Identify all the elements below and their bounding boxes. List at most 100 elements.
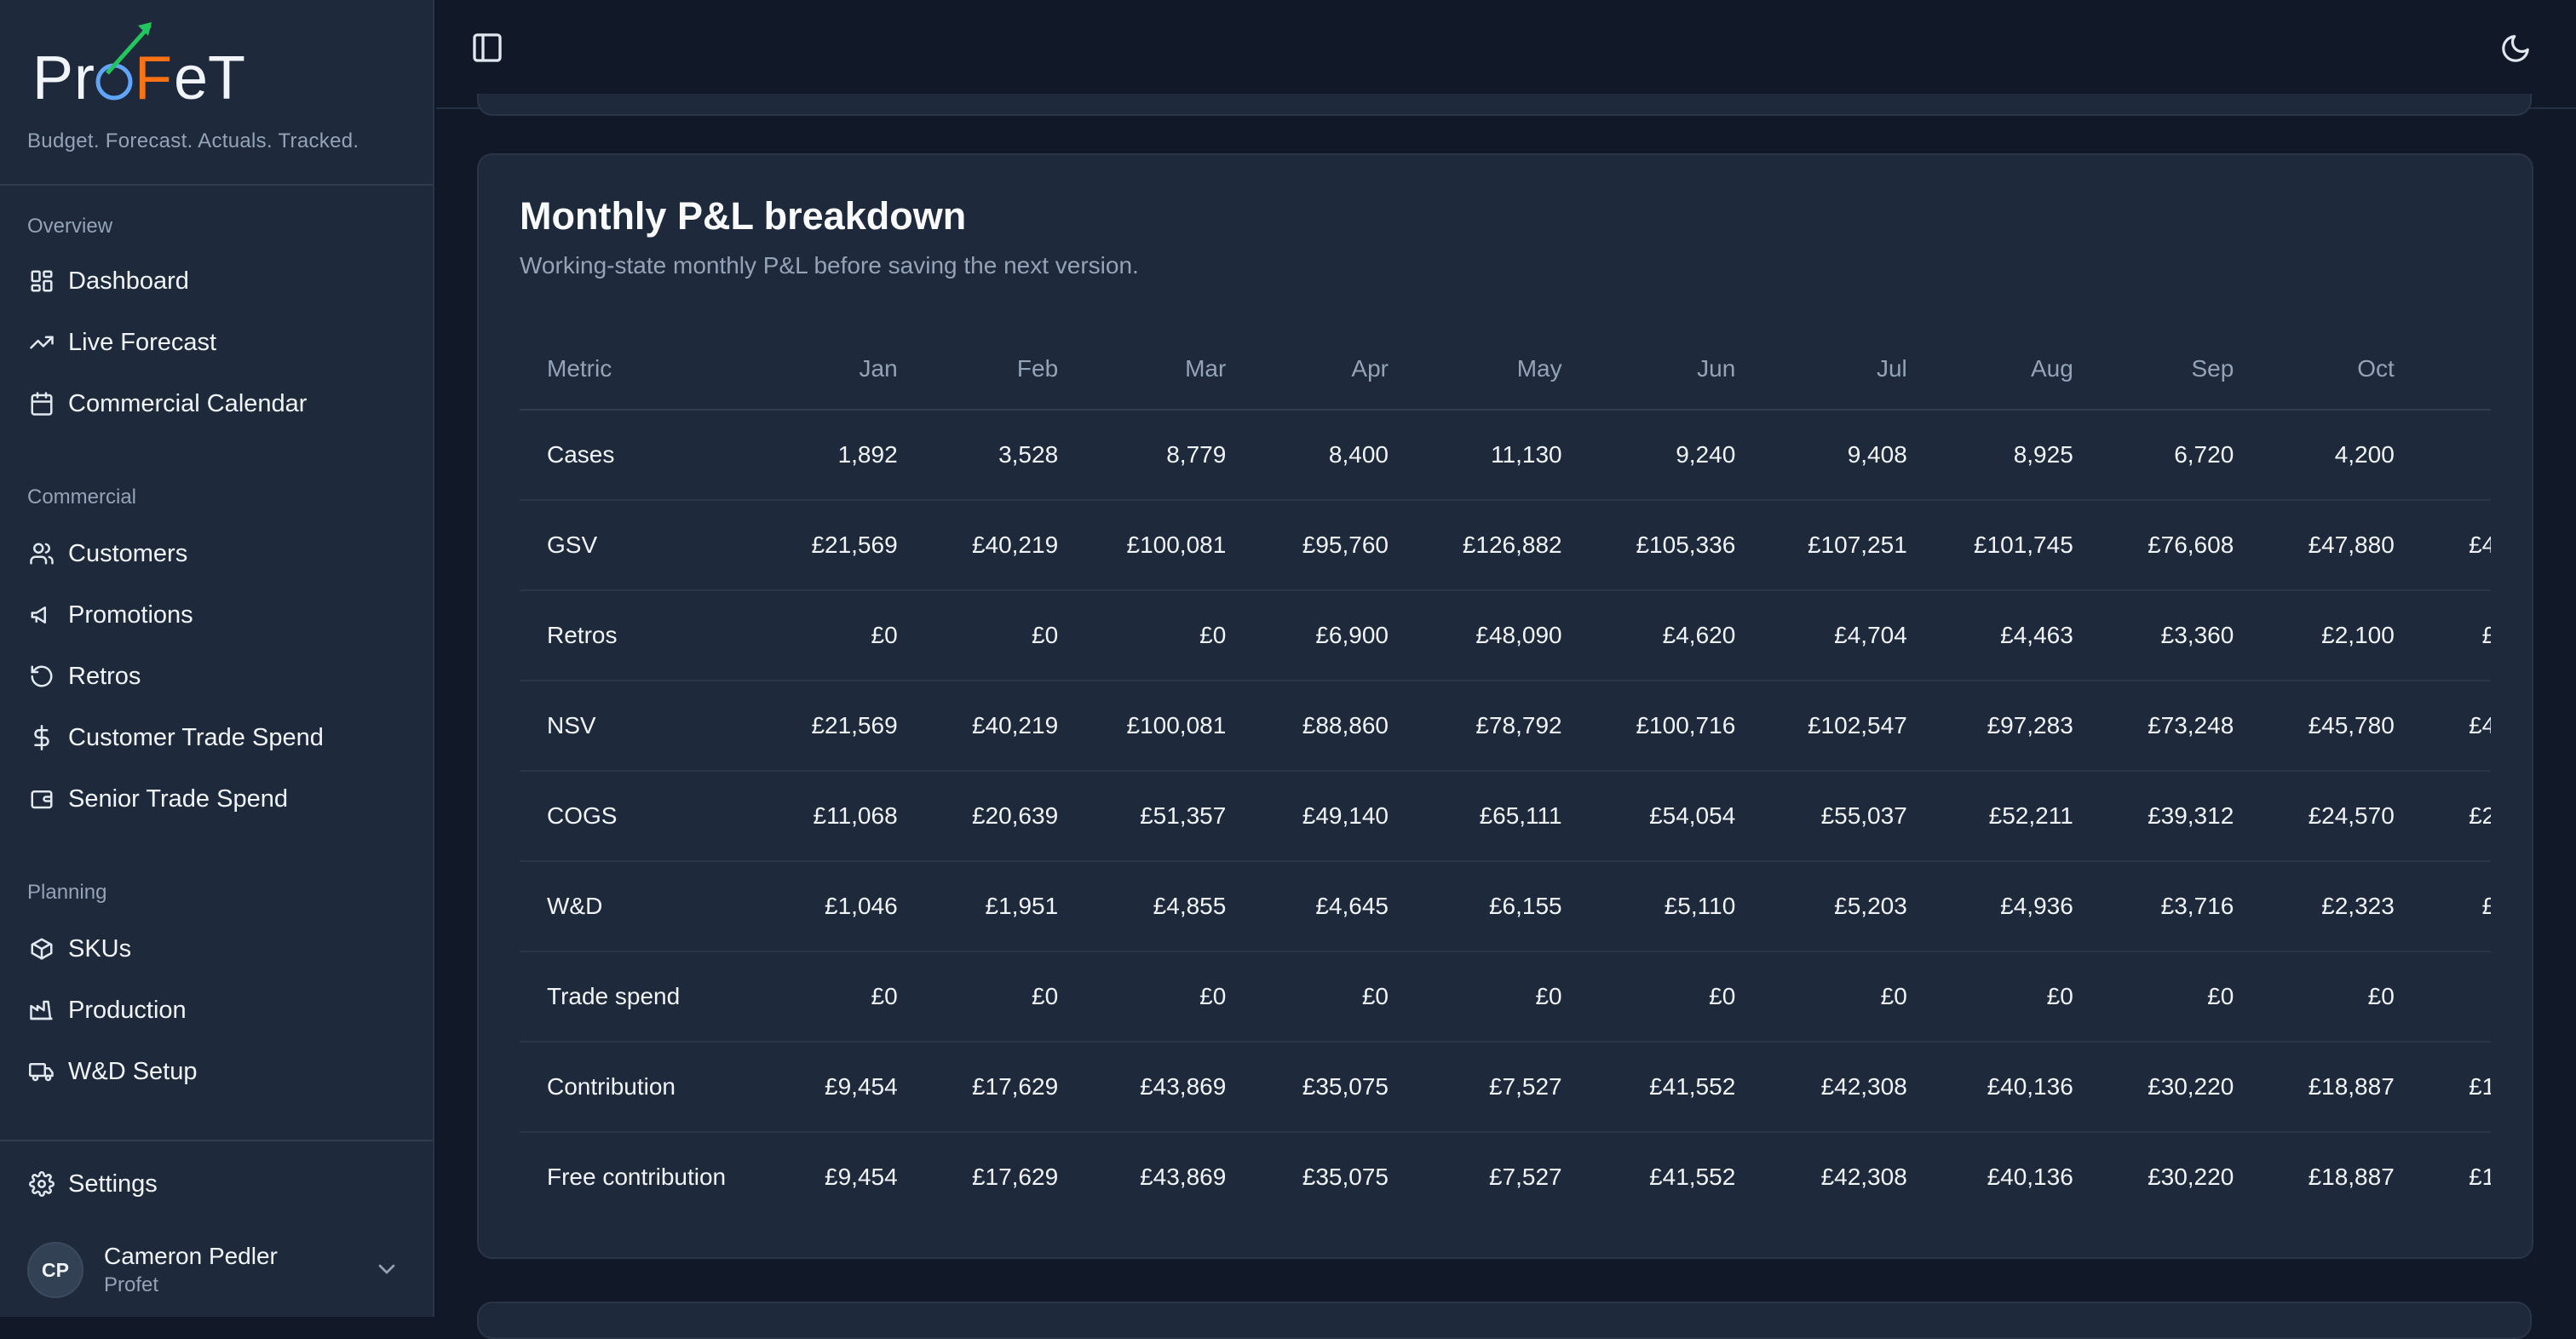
- metric-cell: COGS: [520, 771, 755, 862]
- value-cell: 1,892: [754, 410, 915, 501]
- value-cell: £45,780: [2411, 681, 2491, 772]
- value-cell: £65,111: [1405, 771, 1579, 862]
- sidebar-item-wd-setup[interactable]: W&D Setup: [12, 1046, 421, 1097]
- value-cell: £17,629: [971, 1164, 1059, 1190]
- value-cell: £100,081: [1075, 500, 1244, 591]
- value-cell: £18,887: [2251, 1042, 2412, 1133]
- value-cell: £2,100: [2411, 590, 2491, 681]
- value-cell: £4,463: [1923, 590, 2090, 681]
- next-card-edge: [477, 1302, 2532, 1339]
- value-cell: £7,527: [1488, 1164, 1562, 1190]
- sidebar-item-customers[interactable]: Customers: [12, 528, 421, 579]
- column-header: Jun: [1578, 329, 1753, 411]
- metric-cell: Retros: [520, 590, 755, 681]
- sidebar-item-senior-trade-spend[interactable]: Senior Trade Spend: [12, 773, 421, 825]
- value-cell: £42,308: [1820, 1164, 1907, 1190]
- value-cell: £52,211: [1923, 771, 2090, 862]
- sidebar-item-label: Dashboard: [68, 267, 189, 295]
- sidebar-divider: [0, 1140, 433, 1141]
- factory-icon: [27, 996, 56, 1025]
- sidebar-item-live-forecast[interactable]: Live Forecast: [12, 317, 421, 368]
- sidebar-item-label: Retros: [68, 662, 141, 690]
- value-cell: £0: [1243, 951, 1406, 1043]
- value-cell: 9,408: [1752, 410, 1924, 501]
- value-cell: £100,716: [1578, 681, 1753, 772]
- value-cell: £0: [1405, 951, 1579, 1043]
- column-header: Mar: [1075, 329, 1244, 411]
- pl-breakdown-card: Monthly P&L breakdown Working-state mont…: [477, 153, 2533, 1259]
- metric-cell: Free contribution: [547, 1164, 727, 1190]
- value-cell: £0: [1578, 951, 1753, 1043]
- sidebar-item-label: Commercial Calendar: [68, 389, 308, 417]
- value-cell: £24,570: [2411, 771, 2491, 862]
- value-cell: 8,925: [1923, 410, 2090, 501]
- value-cell: £43,869: [1075, 1042, 1244, 1133]
- pl-table-scroll[interactable]: MetricJanFebMarAprMayJunJulAugSepOctNovD…: [520, 329, 2491, 1215]
- megaphone-icon: [27, 601, 56, 629]
- value-cell: £41,552: [1649, 1164, 1736, 1190]
- sidebar-item-production[interactable]: Production: [12, 985, 421, 1036]
- value-cell: £1,046: [754, 861, 915, 952]
- value-cell: £18,887: [2469, 1164, 2491, 1190]
- column-header: Apr: [1243, 329, 1406, 411]
- value-cell: £30,220: [2090, 1042, 2251, 1133]
- sidebar-item-skus[interactable]: SKUs: [12, 923, 421, 974]
- table-row: Trade spend£0£0£0£0£0£0£0£0£0£0£0: [520, 951, 2491, 1043]
- sidebar-item-label: Senior Trade Spend: [68, 784, 288, 813]
- calendar-icon: [27, 389, 56, 418]
- value-cell: £78,792: [1405, 681, 1579, 772]
- sidebar-item-customer-trade-spend[interactable]: Customer Trade Spend: [12, 712, 421, 763]
- value-cell: £0: [914, 590, 1076, 681]
- section-label-overview: Overview: [27, 215, 113, 238]
- value-cell: £35,075: [1302, 1164, 1389, 1190]
- section-label-planning: Planning: [27, 881, 107, 904]
- sidebar-item-settings[interactable]: Settings: [12, 1158, 421, 1210]
- table-row: W&D £1,046 £1,951 £4,855 £4,645 £6,155 £5,110 £…: [520, 861, 2491, 952]
- sidebar-item-promotions[interactable]: Promotions: [12, 589, 421, 641]
- value-cell: £18,887: [2411, 1042, 2491, 1133]
- users-icon: [27, 539, 56, 568]
- value-cell: £101,745: [1923, 500, 2090, 591]
- table-header-row: MetricJanFebMarAprMayJunJulAugSepOctNovD…: [520, 329, 2491, 411]
- value-cell: £0: [1075, 590, 1244, 681]
- value-cell: £2,100: [2251, 590, 2412, 681]
- value-cell: £0: [1923, 951, 2090, 1043]
- metric-cell: Contribution: [520, 1042, 755, 1133]
- wallet-icon: [27, 784, 56, 813]
- sidebar-item-dashboard[interactable]: Dashboard: [12, 256, 421, 307]
- value-cell: £18,887: [2308, 1164, 2395, 1190]
- table-row: COGS £11,068 £20,639 £51,357 £49,140 £65,111 £…: [520, 771, 2491, 862]
- value-cell: £7,527: [1405, 1042, 1579, 1133]
- moon-icon[interactable]: [2499, 32, 2532, 65]
- value-cell: £0: [1752, 951, 1924, 1043]
- value-cell: 11,130: [1405, 410, 1579, 501]
- value-cell: £21,569: [754, 681, 915, 772]
- top-bar: [436, 0, 2576, 109]
- value-cell: £0: [2411, 951, 2491, 1043]
- value-cell: £6,900: [1243, 590, 1406, 681]
- column-header: Jul: [1752, 329, 1924, 411]
- value-cell: £102,547: [1752, 681, 1924, 772]
- sidebar-item-commercial-calendar[interactable]: Commercial Calendar: [12, 378, 421, 429]
- sidebar-item-label: W&D Setup: [68, 1057, 198, 1085]
- value-cell: £0: [2090, 951, 2251, 1043]
- value-cell: 8,400: [1243, 410, 1406, 501]
- value-cell: £39,312: [2090, 771, 2251, 862]
- value-cell: £17,629: [914, 1042, 1076, 1133]
- sidebar-item-retros[interactable]: Retros: [12, 651, 421, 702]
- value-cell: 3,528: [914, 410, 1076, 501]
- value-cell: £0: [914, 951, 1076, 1043]
- value-cell: £24,570: [2251, 771, 2412, 862]
- panel-left-icon[interactable]: [470, 31, 504, 65]
- value-cell: £9,454: [754, 1042, 915, 1133]
- value-cell: £43,869: [1140, 1164, 1227, 1190]
- value-cell: 6,720: [2090, 410, 2251, 501]
- value-cell: £35,075: [1243, 1042, 1406, 1133]
- column-header: Jan: [754, 329, 915, 411]
- sidebar-divider: [0, 184, 433, 186]
- sidebar: Pr F eT Budget. Forecast. Actuals. Track…: [0, 0, 434, 1317]
- user-menu[interactable]: CP Cameron Pedler Profet: [12, 1232, 421, 1308]
- value-cell: £4,936: [1923, 861, 2090, 952]
- value-cell: £49,140: [1243, 771, 1406, 862]
- section-label-commercial: Commercial: [27, 486, 137, 509]
